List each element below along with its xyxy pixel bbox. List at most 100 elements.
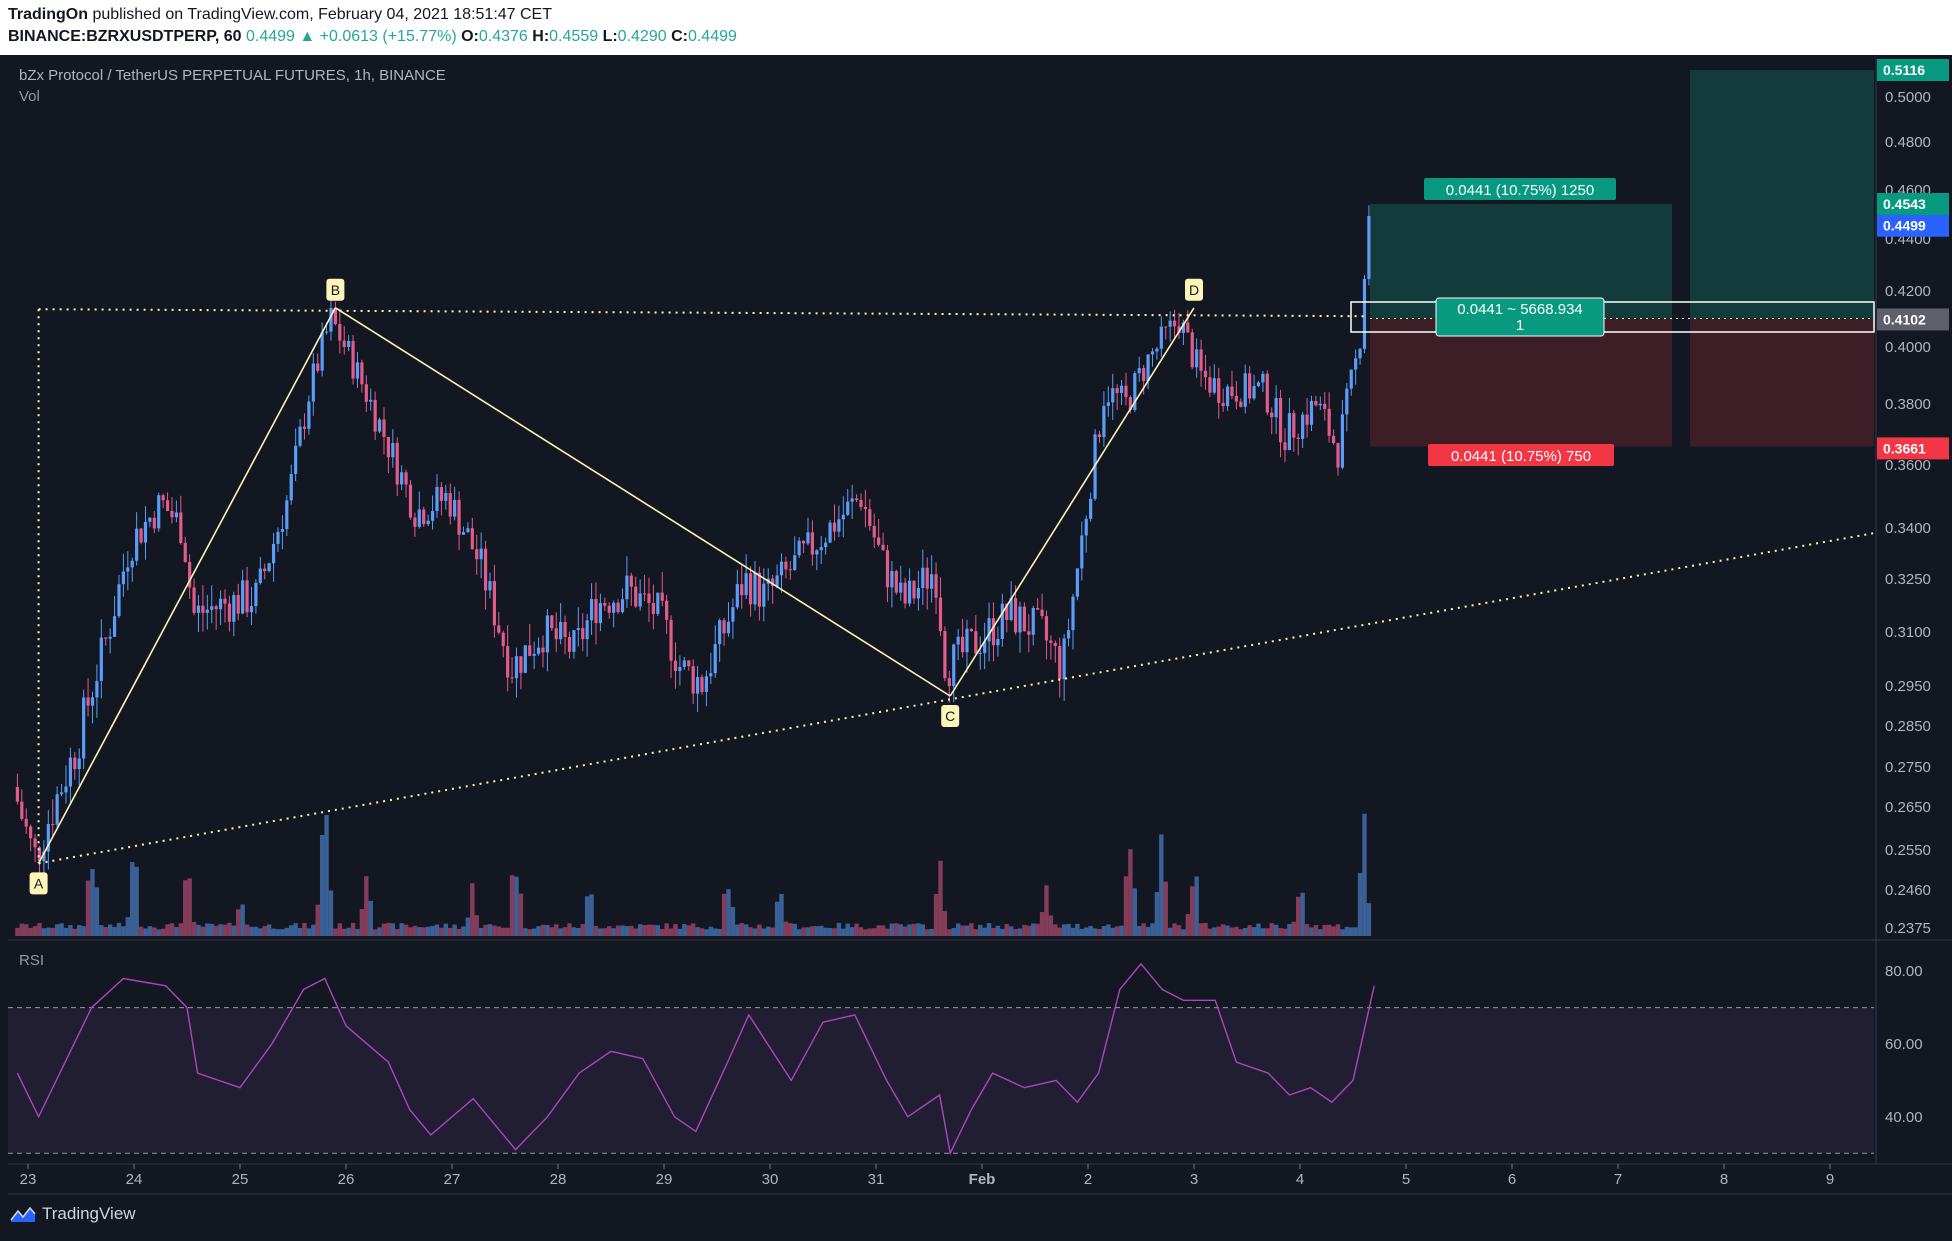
candle-body: [86, 697, 90, 706]
pattern-point-badge: [1185, 278, 1203, 301]
volume-bar: [399, 923, 404, 936]
volume-bar: [902, 926, 908, 936]
volume-bar: [130, 862, 135, 936]
pattern-point-badge: [326, 278, 345, 301]
volume-bar: [1357, 872, 1363, 936]
volume-bar: [735, 924, 740, 936]
volume-bar: [456, 928, 462, 936]
candle-body: [841, 514, 845, 520]
candle-body: [15, 787, 19, 802]
candle-body: [1186, 322, 1190, 333]
volume-bar: [867, 928, 873, 936]
target-tag: [1424, 178, 1616, 200]
volume-bar: [876, 925, 881, 936]
volume-bar: [222, 924, 228, 936]
volume-bar: [955, 923, 961, 936]
volume-bar: [28, 927, 33, 936]
price-tick-label: 0.2850: [1885, 718, 1931, 735]
candle-body: [1305, 414, 1309, 425]
volume-bar: [443, 923, 449, 936]
candle-body: [1252, 386, 1256, 399]
volume-bar: [209, 923, 214, 936]
volume-bar: [576, 928, 581, 936]
volume-bar: [266, 924, 272, 936]
volume-bar: [1088, 925, 1093, 936]
candle-body: [877, 537, 881, 545]
rsi-tick-label: 80.00: [1885, 963, 1923, 980]
candle-body: [1142, 368, 1146, 381]
candle-body: [1248, 373, 1252, 399]
volume-bar: [72, 928, 78, 936]
candle-body: [576, 628, 580, 631]
candle-body: [307, 401, 311, 429]
candle-body: [1164, 326, 1168, 328]
candle-body: [298, 426, 302, 446]
volume-bar: [894, 923, 899, 936]
volume-bar: [448, 927, 453, 936]
volume-bar: [94, 887, 100, 936]
volume-bar: [1026, 925, 1032, 936]
candle-body: [598, 603, 602, 624]
volume-bar: [386, 922, 391, 936]
volume-bar: [1141, 923, 1146, 936]
candle-body: [435, 486, 439, 512]
candle-body: [952, 644, 956, 687]
pattern-point-label: B: [331, 282, 340, 298]
candle-body: [938, 597, 943, 632]
volume-bar: [1362, 813, 1367, 936]
candle-body: [647, 593, 651, 603]
volume-bar: [1251, 927, 1257, 936]
candle-body: [333, 308, 337, 325]
volume-bar: [929, 928, 934, 936]
price-tick-label: 0.3800: [1885, 396, 1931, 413]
time-tick-label: 4: [1296, 1171, 1304, 1188]
volume-bar: [1008, 926, 1014, 936]
volume-bar: [169, 923, 175, 936]
volume-bar: [1207, 928, 1213, 936]
candle-body: [254, 582, 258, 607]
candle-body: [426, 520, 430, 525]
volume-bar: [779, 893, 784, 936]
volume-bar: [1366, 903, 1372, 936]
candle-body: [718, 620, 722, 645]
volume-bar: [160, 928, 166, 936]
volume-bar: [757, 924, 762, 936]
volume-bar: [1216, 926, 1221, 936]
current-price-tag-text: 0.4499: [1883, 218, 1926, 234]
candle-body: [559, 621, 563, 640]
tradingview-logo[interactable]: TradingView: [10, 1204, 136, 1224]
volume-bar: [275, 929, 281, 936]
volume-bar: [571, 927, 577, 936]
candle-body: [930, 574, 934, 589]
candle-body: [691, 666, 695, 694]
candle-body: [854, 498, 859, 501]
candle-body: [1058, 646, 1062, 680]
volume-bar: [319, 834, 325, 936]
volume-bar: [1234, 926, 1239, 936]
volume-bar: [942, 911, 948, 936]
volume-bar: [849, 927, 855, 936]
candle-body: [126, 567, 130, 572]
volume-bar: [311, 924, 316, 936]
volume-bar: [1114, 926, 1120, 936]
candle-body: [1128, 397, 1132, 410]
candle-body: [1234, 395, 1238, 402]
candle-body: [1146, 354, 1150, 381]
candle-body: [223, 598, 227, 604]
volume-bar: [805, 927, 811, 936]
stop-price-tag: [1877, 437, 1949, 460]
support-dotted-line: [38, 532, 1875, 865]
rsi-line: [16, 962, 1375, 1156]
volume-bar: [306, 928, 312, 936]
candle-body: [170, 510, 174, 518]
candle-body: [139, 528, 143, 543]
candle-body: [24, 818, 28, 827]
volume-bar: [107, 924, 113, 936]
volume-bar: [213, 925, 219, 936]
candle-body: [289, 473, 293, 501]
volume-bar: [1035, 923, 1040, 936]
volume-bar: [651, 924, 656, 936]
volume-bar: [717, 928, 722, 936]
publisher-name[interactable]: TradingOn: [8, 6, 88, 23]
